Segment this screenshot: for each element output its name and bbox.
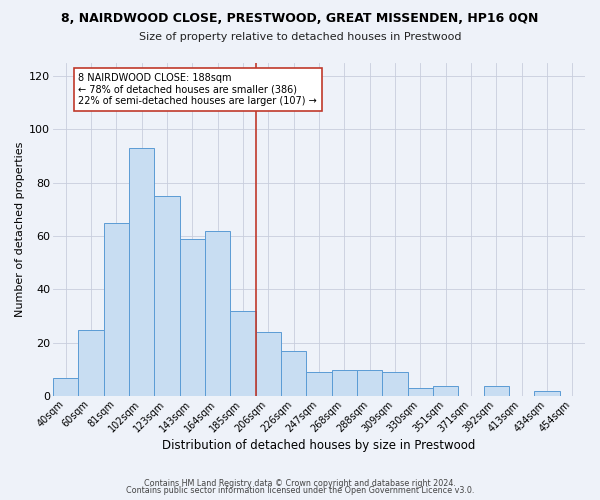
Text: Contains HM Land Registry data © Crown copyright and database right 2024.: Contains HM Land Registry data © Crown c…	[144, 478, 456, 488]
Bar	[205, 230, 230, 396]
Bar	[407, 388, 433, 396]
Bar	[433, 386, 458, 396]
Bar	[256, 332, 281, 396]
Text: 8, NAIRDWOOD CLOSE, PRESTWOOD, GREAT MISSENDEN, HP16 0QN: 8, NAIRDWOOD CLOSE, PRESTWOOD, GREAT MIS…	[61, 12, 539, 26]
Bar	[180, 238, 205, 396]
Bar	[332, 370, 357, 396]
Bar	[281, 351, 307, 397]
Text: Size of property relative to detached houses in Prestwood: Size of property relative to detached ho…	[139, 32, 461, 42]
Bar	[535, 391, 560, 396]
Bar	[104, 222, 129, 396]
Bar	[129, 148, 154, 396]
Bar	[484, 386, 509, 396]
Bar	[357, 370, 382, 396]
Y-axis label: Number of detached properties: Number of detached properties	[15, 142, 25, 317]
Bar	[307, 372, 332, 396]
Bar	[79, 330, 104, 396]
Bar	[382, 372, 407, 396]
Bar	[230, 311, 256, 396]
X-axis label: Distribution of detached houses by size in Prestwood: Distribution of detached houses by size …	[163, 440, 476, 452]
Text: 8 NAIRDWOOD CLOSE: 188sqm
← 78% of detached houses are smaller (386)
22% of semi: 8 NAIRDWOOD CLOSE: 188sqm ← 78% of detac…	[79, 73, 317, 106]
Text: Contains public sector information licensed under the Open Government Licence v3: Contains public sector information licen…	[126, 486, 474, 495]
Bar	[53, 378, 79, 396]
Bar	[154, 196, 180, 396]
